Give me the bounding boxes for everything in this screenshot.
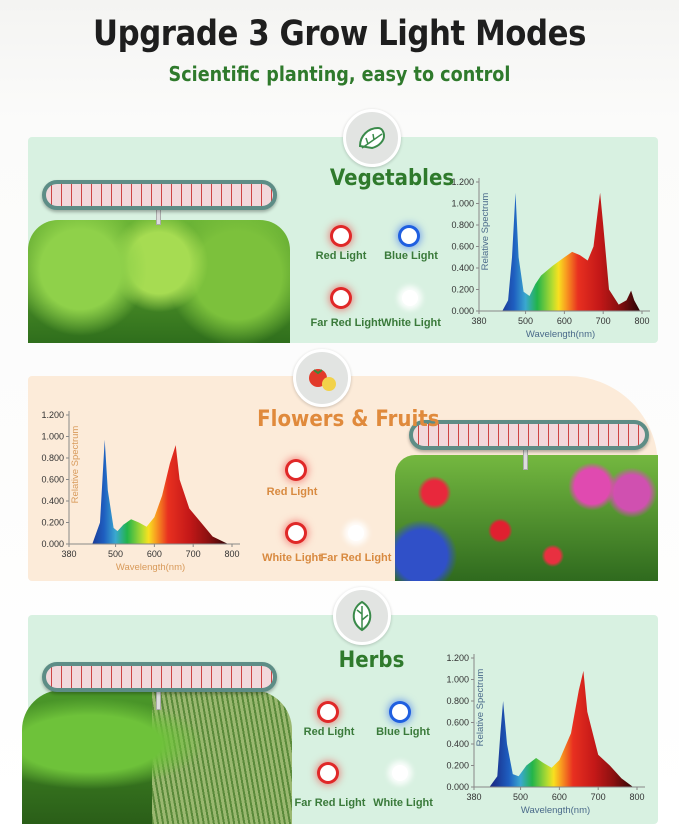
white-light-indicator-icon — [402, 290, 418, 306]
light-label: Blue Light — [376, 726, 430, 738]
panel-title: Herbs — [338, 648, 405, 673]
y-tick-label: 0.800 — [446, 696, 469, 706]
blue-light-indicator-icon — [392, 704, 408, 720]
y-tick-label: 1.000 — [446, 675, 469, 685]
y-tick-label: 0.600 — [451, 242, 474, 252]
red-light-indicator-icon — [320, 704, 336, 720]
y-axis-label: Relative Spectrum — [480, 193, 491, 271]
spectrum-area — [502, 192, 641, 311]
y-tick-label: 0.400 — [41, 496, 64, 506]
y-tick-label: 0.200 — [446, 761, 469, 771]
y-tick-label: 0.400 — [451, 263, 474, 273]
panel-title: Flowers & Fruits — [257, 407, 440, 432]
herb-plants-image — [22, 690, 292, 824]
y-tick-label: 0.200 — [451, 285, 474, 295]
spectrum-chart-vegetables: 0.000 0.200 0.400 0.600 0.800 1.000 1.200 380 50… — [451, 177, 650, 340]
y-tick-label: 0.800 — [451, 220, 474, 230]
spectrum-chart-herbs: 0.000 0.200 0.400 0.600 0.800 1.000 1.200 380 50… — [446, 653, 645, 816]
tomato-icon — [293, 349, 351, 407]
vegetable-plants-image — [28, 220, 290, 343]
y-tick-label: 1.200 — [451, 177, 474, 187]
spectrum-chart-flowers-fruits: 0.000 0.200 0.400 0.600 0.800 1.000 1.200 380 50… — [41, 410, 240, 573]
x-tick-label: 800 — [224, 549, 239, 559]
panel-title: Vegetables — [329, 166, 455, 191]
x-tick-label: 600 — [147, 549, 162, 559]
x-tick-label: 700 — [186, 549, 201, 559]
y-axis-label: Relative Spectrum — [70, 426, 81, 504]
grow-lamp — [42, 180, 277, 210]
white-light-indicator-icon — [392, 765, 408, 781]
spectrum-area — [489, 670, 634, 787]
x-tick-label: 700 — [591, 792, 606, 802]
light-label: Far Red Light — [310, 317, 382, 329]
y-tick-label: 0.000 — [41, 539, 64, 549]
light-label: Red Light — [266, 486, 318, 498]
y-tick-label: 0.400 — [446, 739, 469, 749]
y-tick-label: 1.000 — [41, 432, 64, 442]
red-light-indicator-icon — [288, 462, 304, 478]
y-tick-label: 0.200 — [41, 518, 64, 528]
red-light-indicator-icon — [333, 290, 349, 306]
x-tick-label: 600 — [557, 316, 572, 326]
x-tick-label: 500 — [518, 316, 533, 326]
x-axis-label: Wavelength(nm) — [521, 805, 590, 816]
y-tick-label: 0.000 — [451, 306, 474, 316]
page-subtitle: Scientific planting, easy to control — [168, 62, 511, 86]
red-light-indicator-icon — [333, 228, 349, 244]
y-tick-label: 0.600 — [446, 718, 469, 728]
y-tick-label: 1.000 — [451, 199, 474, 209]
y-tick-label: 1.200 — [446, 653, 469, 663]
x-tick-label: 800 — [629, 792, 644, 802]
x-axis-label: Wavelength(nm) — [116, 562, 185, 573]
y-tick-label: 0.800 — [41, 453, 64, 463]
x-tick-label: 700 — [596, 316, 611, 326]
flower-plants-image — [395, 455, 658, 581]
y-axis-label: Relative Spectrum — [475, 669, 486, 747]
red-light-indicator-icon — [320, 765, 336, 781]
light-label: Blue Light — [384, 250, 438, 262]
x-axis-label: Wavelength(nm) — [526, 329, 595, 340]
x-tick-label: 800 — [634, 316, 649, 326]
y-tick-label: 0.600 — [41, 475, 64, 485]
basil-leaf-icon — [333, 587, 391, 645]
light-label: White Light — [381, 317, 441, 329]
x-tick-label: 500 — [513, 792, 528, 802]
white-light-indicator-icon — [348, 525, 364, 541]
grow-lamp — [409, 420, 649, 450]
y-tick-label: 1.200 — [41, 410, 64, 420]
light-label: White Light — [262, 552, 322, 564]
x-tick-label: 380 — [61, 549, 76, 559]
blue-light-indicator-icon — [401, 228, 417, 244]
x-tick-label: 500 — [108, 549, 123, 559]
x-tick-label: 380 — [466, 792, 481, 802]
x-tick-label: 600 — [552, 792, 567, 802]
grow-lamp — [42, 662, 277, 692]
light-label: White Light — [373, 797, 433, 809]
light-label: Far Red Light — [294, 797, 366, 809]
light-label: Red Light — [315, 250, 367, 262]
spectrum-area — [92, 439, 229, 544]
light-label: Red Light — [303, 726, 355, 738]
y-tick-label: 0.000 — [446, 782, 469, 792]
light-label: Far Red Light — [320, 552, 392, 564]
lettuce-icon — [343, 109, 401, 167]
red-light-indicator-icon — [288, 525, 304, 541]
page-title: Upgrade 3 Grow Light Modes — [93, 14, 586, 54]
x-tick-label: 380 — [471, 316, 486, 326]
